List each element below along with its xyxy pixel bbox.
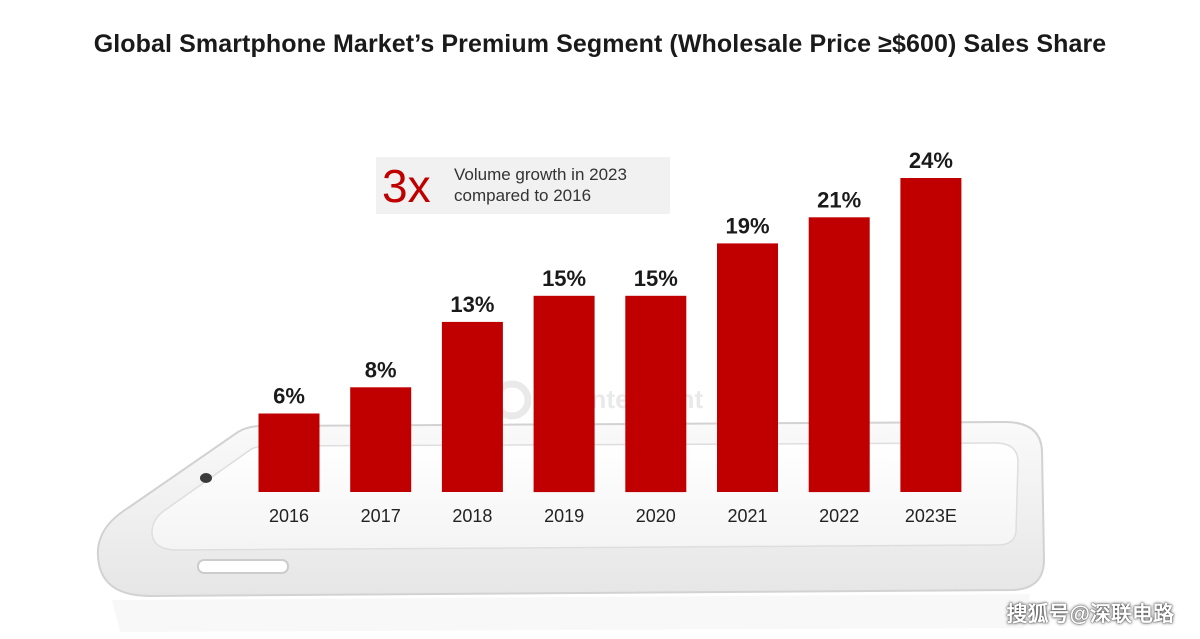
category-label-2023E: 2023E	[905, 506, 957, 526]
category-labels-group: 2016 2017 2018 2019 2020 2021 2022 2023E	[269, 506, 957, 526]
chart-title: Global Smartphone Market’s Premium Segme…	[93, 30, 1107, 58]
category-label-2019: 2019	[544, 506, 584, 526]
bar-2021	[717, 243, 778, 492]
value-labels-group: 6% 8% 13% 15% 15% 19% 21% 24%	[273, 148, 953, 409]
value-label-2017: 8%	[365, 357, 397, 382]
value-label-2021: 19%	[725, 213, 769, 238]
category-label-2022: 2022	[819, 506, 859, 526]
category-label-2016: 2016	[269, 506, 309, 526]
bars-group	[258, 178, 962, 493]
value-label-2022: 21%	[817, 187, 861, 212]
value-label-2018: 13%	[450, 292, 494, 317]
category-label-2018: 2018	[452, 506, 492, 526]
bar-2016	[258, 413, 320, 492]
growth-multiplier: 3x	[382, 160, 431, 212]
growth-description-line1: Volume growth in 2023	[454, 165, 627, 184]
category-label-2020: 2020	[636, 506, 676, 526]
phone-reflection	[112, 594, 1030, 632]
source-credit: 搜狐号@深联电路	[1006, 603, 1174, 626]
phone-home-button	[197, 559, 289, 574]
bar-2022	[808, 217, 870, 493]
growth-description: Volume growth in 2023 compared to 2016	[454, 164, 669, 206]
bar-2023E	[900, 178, 962, 492]
growth-callout: 3x Volume growth in 2023 compared to 201…	[376, 157, 670, 214]
growth-description-line2: compared to 2016	[454, 186, 592, 205]
bar-2020	[625, 295, 687, 493]
category-label-2021: 2021	[727, 506, 767, 526]
bar-2019	[533, 295, 595, 493]
value-label-2023E: 24%	[909, 148, 953, 173]
category-label-2017: 2017	[361, 506, 401, 526]
value-label-2020: 15%	[634, 266, 678, 291]
value-label-2019: 15%	[542, 266, 586, 291]
bar-2017	[350, 387, 412, 492]
phone-camera	[200, 473, 212, 483]
bar-2018	[441, 321, 503, 492]
value-label-2016: 6%	[273, 384, 305, 409]
